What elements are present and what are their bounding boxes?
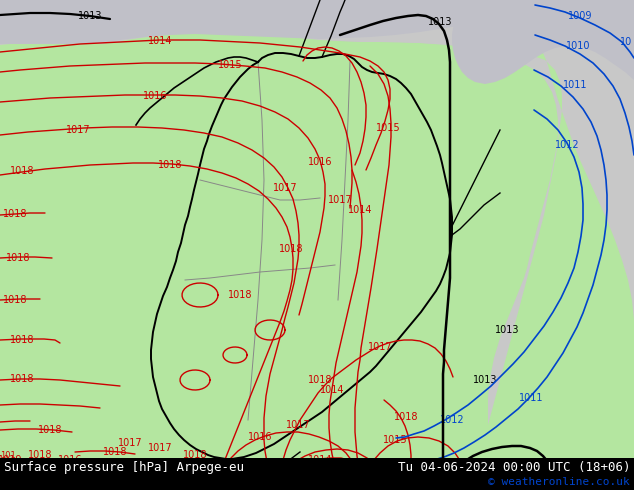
- Polygon shape: [0, 0, 634, 44]
- Text: 1018: 1018: [3, 295, 27, 305]
- Text: 1013: 1013: [428, 17, 452, 27]
- Text: 1014: 1014: [307, 455, 332, 465]
- Text: 1017: 1017: [286, 420, 310, 430]
- Text: 1018: 1018: [183, 450, 207, 460]
- Text: 1016: 1016: [248, 432, 272, 442]
- Text: 1018: 1018: [6, 253, 30, 263]
- Text: 1010: 1010: [566, 41, 590, 51]
- Text: 1015: 1015: [383, 435, 407, 445]
- Text: 1018: 1018: [3, 209, 27, 219]
- Text: 1014: 1014: [148, 36, 172, 46]
- Text: 1018: 1018: [279, 244, 303, 254]
- Text: 1014: 1014: [198, 468, 223, 478]
- Text: 1013: 1013: [78, 11, 102, 21]
- Text: 1018: 1018: [158, 160, 182, 170]
- Polygon shape: [488, 42, 634, 490]
- Text: 1014: 1014: [320, 385, 344, 395]
- Text: 1016: 1016: [143, 91, 167, 101]
- Text: 1017: 1017: [118, 438, 142, 448]
- Text: Surface pressure [hPa] Arpege-eu: Surface pressure [hPa] Arpege-eu: [4, 462, 244, 474]
- Text: 1012: 1012: [555, 140, 579, 150]
- Text: Tu 04-06-2024 00:00 UTC (18+06): Tu 04-06-2024 00:00 UTC (18+06): [398, 462, 630, 474]
- Text: 1009: 1009: [568, 11, 592, 21]
- Text: 1018: 1018: [10, 374, 34, 384]
- Text: 1018: 1018: [103, 447, 127, 457]
- Text: 1019: 1019: [0, 455, 22, 465]
- Text: 1015: 1015: [217, 60, 242, 70]
- Text: 1012: 1012: [440, 415, 464, 425]
- Text: 1018: 1018: [38, 425, 62, 435]
- Polygon shape: [0, 32, 558, 490]
- Text: 1017: 1017: [368, 342, 392, 352]
- Text: 1018: 1018: [28, 450, 52, 460]
- Text: 1017: 1017: [148, 443, 172, 453]
- Text: 1017: 1017: [328, 195, 353, 205]
- Text: 10: 10: [620, 37, 632, 47]
- Text: 1018: 1018: [228, 290, 252, 300]
- Text: © weatheronline.co.uk: © weatheronline.co.uk: [488, 477, 630, 487]
- Text: 1017: 1017: [66, 125, 90, 135]
- Polygon shape: [0, 0, 488, 50]
- Text: 1017: 1017: [273, 183, 297, 193]
- Text: 1018: 1018: [10, 335, 34, 345]
- Text: 1018: 1018: [10, 166, 34, 176]
- Text: 1013: 1013: [473, 375, 497, 385]
- Text: 1018: 1018: [307, 375, 332, 385]
- Polygon shape: [0, 30, 266, 481]
- Text: 1016: 1016: [58, 455, 82, 465]
- Text: 1018: 1018: [394, 412, 418, 422]
- Text: 101: 101: [0, 450, 16, 460]
- Polygon shape: [390, 0, 634, 84]
- Text: 1016: 1016: [307, 157, 332, 167]
- Bar: [0, 458, 634, 490]
- Text: 1014: 1014: [348, 205, 372, 215]
- Text: 1011: 1011: [563, 80, 587, 90]
- Text: 1015: 1015: [376, 123, 400, 133]
- Text: 1013: 1013: [495, 325, 519, 335]
- Text: 1011: 1011: [519, 393, 543, 403]
